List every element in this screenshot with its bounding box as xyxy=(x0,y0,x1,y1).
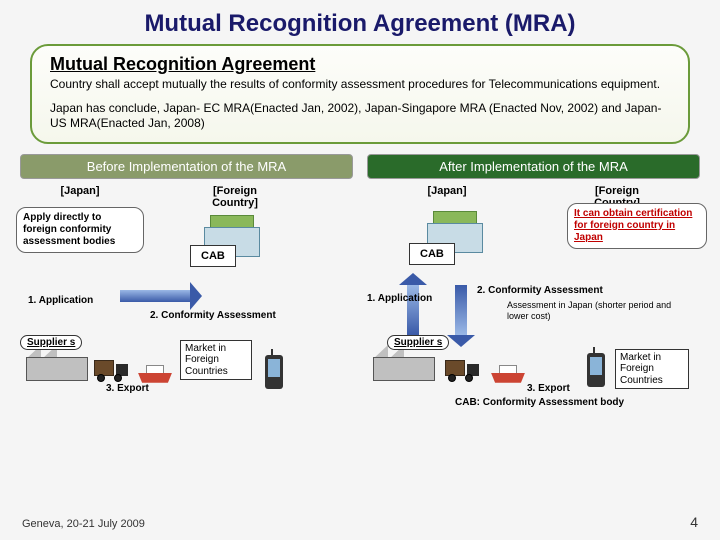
after-panel: After Implementation of the MRA [Japan] … xyxy=(367,154,700,445)
after-supplier-tag: Supplier s xyxy=(387,335,449,350)
factory-icon xyxy=(26,345,88,381)
after-market-box: Market in Foreign Countries xyxy=(615,349,689,390)
after-assess-note: Assessment in Japan (shorter period and … xyxy=(507,300,677,322)
truck-icon xyxy=(445,360,479,382)
after-step1: 1. Application xyxy=(367,293,432,304)
before-foreign-label: [Foreign Country] xyxy=(195,185,275,209)
before-cab-box: CAB xyxy=(190,245,236,267)
footer-page: 4 xyxy=(690,514,698,530)
after-callout: It can obtain certification for foreign … xyxy=(567,203,707,249)
after-cab-note: CAB: Conformity Assessment body xyxy=(455,397,624,408)
before-market-box: Market in Foreign Countries xyxy=(180,340,252,381)
phone-icon xyxy=(265,355,283,389)
before-callout: Apply directly to foreign conformity ass… xyxy=(16,207,144,253)
after-step2: 2. Conformity Assessment xyxy=(477,285,603,296)
arrow-down-icon xyxy=(455,285,467,335)
before-panel: Before Implementation of the MRA [Japan]… xyxy=(20,154,353,445)
before-step2: 2. Conformity Assessment xyxy=(150,310,276,321)
definition-box: Mutual Recognition Agreement Country sha… xyxy=(30,44,690,144)
definition-body-2: Japan has conclude, Japan- EC MRA(Enacte… xyxy=(50,101,670,132)
before-header: Before Implementation of the MRA xyxy=(20,154,353,179)
factory-icon xyxy=(373,345,435,381)
after-step3: 3. Export xyxy=(527,383,570,394)
phone-icon xyxy=(587,353,605,387)
before-step1: 1. Application xyxy=(28,295,93,306)
before-step3: 3. Export xyxy=(106,383,149,394)
page-title: Mutual Recognition Agreement (MRA) xyxy=(0,0,720,44)
ship-icon xyxy=(138,365,172,383)
before-diagram: [Japan] [Foreign Country] Apply directly… xyxy=(20,185,353,445)
arrow-right-icon xyxy=(120,290,190,302)
before-japan-label: [Japan] xyxy=(40,185,120,197)
definition-heading: Mutual Recognition Agreement xyxy=(50,54,670,75)
after-diagram: [Japan] [Foreign Country] It can obtain … xyxy=(367,185,700,445)
after-header: After Implementation of the MRA xyxy=(367,154,700,179)
after-japan-label: [Japan] xyxy=(407,185,487,197)
ship-icon xyxy=(491,365,525,383)
truck-icon xyxy=(94,360,128,382)
after-cab-box: CAB xyxy=(409,243,455,265)
before-supplier-tag: Supplier s xyxy=(20,335,82,350)
footer-date: Geneva, 20-21 July 2009 xyxy=(22,518,145,530)
definition-body-1: Country shall accept mutually the result… xyxy=(50,77,670,93)
